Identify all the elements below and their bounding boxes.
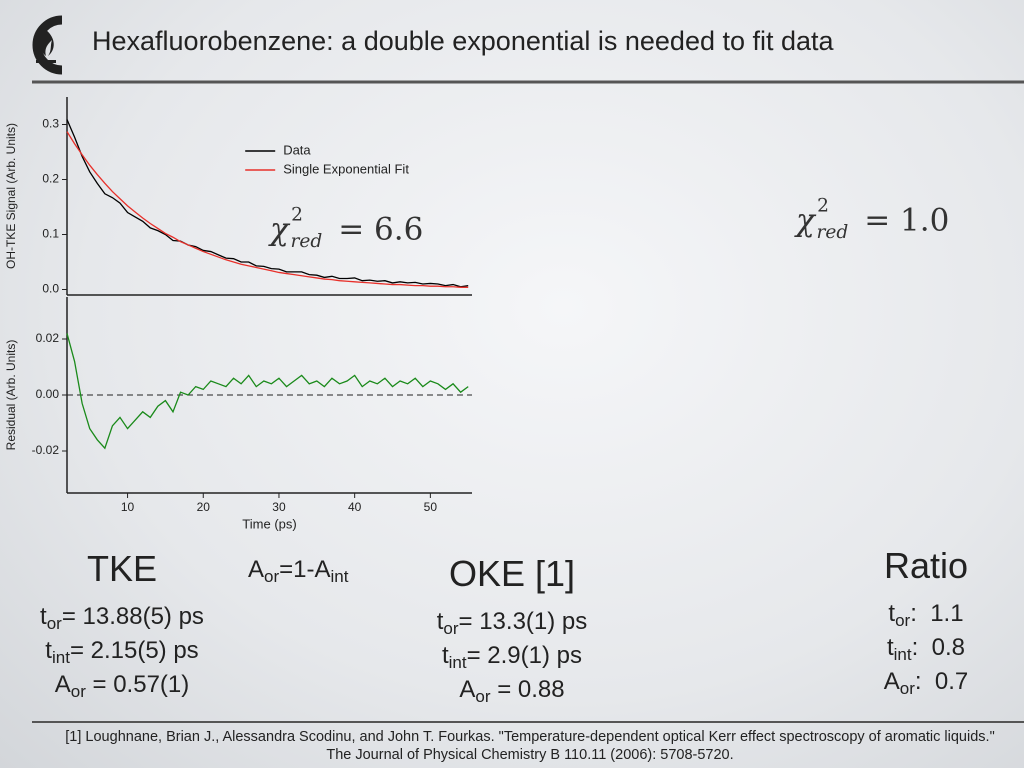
column-heading: Ratio	[883, 545, 969, 586]
y-tick-label: 0.2	[42, 172, 59, 186]
subscript: or	[46, 614, 62, 633]
subscript: int	[448, 653, 467, 672]
ratio-column: Ratio tor: 1.1 tint: 0.8 Aor: 0.7	[806, 545, 1024, 699]
logo	[32, 15, 63, 75]
text-part: : 0.7	[914, 668, 969, 695]
series-line	[66, 119, 469, 288]
text-part: = 0.57(1)	[85, 671, 190, 698]
subscript: or	[264, 567, 280, 586]
logo-flame	[40, 30, 54, 56]
chi-value: = 1.0	[864, 203, 949, 239]
x-tick-label: 50	[424, 500, 438, 514]
subscript: or	[70, 682, 86, 701]
subscript: or	[443, 619, 459, 638]
column-line: tor: 1.1	[806, 597, 1024, 631]
y-axis-label: Residual (Arb. Units)	[4, 340, 18, 451]
y-tick-label: 0.1	[42, 227, 59, 241]
text-part: t	[45, 637, 52, 664]
y-tick-label: 0.00	[36, 387, 60, 401]
x-axis-label: Time (ps)	[242, 516, 296, 531]
tke-column: TKE tor= 13.88(5) ps tint= 2.15(5) ps Aor =…	[2, 548, 242, 702]
text-part: t	[436, 608, 444, 635]
text-part: = 13.88(5) ps	[61, 603, 204, 630]
column-heading: OKE [1]	[448, 553, 576, 594]
chi-value: = 6.6	[338, 212, 423, 248]
text-part: t	[888, 600, 896, 627]
column-line: tint: 0.8	[806, 631, 1024, 665]
slide-title: Hexafluorobenzene: a double exponential …	[92, 26, 834, 56]
subscript: or	[895, 611, 911, 630]
y-tick-label: -0.02	[32, 443, 60, 457]
text-part: = 2.9(1) ps	[466, 642, 583, 669]
subscript: or	[475, 687, 491, 706]
y-axis-label: OH-TKE Signal (Arb. Units)	[4, 123, 18, 269]
text-part: t	[441, 642, 449, 669]
y-tick-label: 0.02	[36, 331, 60, 345]
chi-sub: red	[816, 222, 848, 243]
text-part: : 0.8	[911, 634, 965, 661]
logo-base	[36, 60, 56, 63]
chi-sup: 2	[291, 205, 303, 226]
column-line: tor= 13.88(5) ps	[2, 600, 242, 634]
column-line: tint= 2.9(1) ps	[392, 639, 632, 673]
legend-label: Data	[283, 142, 311, 157]
column-line: tor= 13.3(1) ps	[392, 605, 632, 639]
text-part: A	[883, 668, 900, 695]
text-part: A	[54, 671, 71, 698]
text-part: = 0.88	[490, 676, 565, 703]
x-tick-label: 40	[348, 500, 362, 514]
subscript: int	[893, 645, 912, 664]
subscript: or	[899, 679, 915, 698]
chi-sup: 2	[817, 196, 829, 217]
chi-symbol: χ	[794, 203, 817, 239]
column-line: Aor: 0.7	[806, 665, 1024, 699]
x-tick-label: 20	[197, 500, 211, 514]
column-line: Aor = 0.57(1)	[2, 668, 242, 702]
text-part: A	[459, 676, 476, 703]
series-line	[66, 333, 469, 450]
text-part: = 2.15(5) ps	[69, 637, 199, 664]
x-tick-label: 30	[272, 500, 286, 514]
legend-label: Single Exponential Fit	[283, 161, 409, 176]
footnote: [1] Loughnane, Brian J., Alessandra Scod…	[65, 729, 995, 763]
y-tick-label: 0.0	[42, 282, 59, 296]
column-heading: TKE	[86, 548, 157, 589]
column-line: Aor = 0.88	[392, 673, 632, 707]
text-part: =1-A	[279, 556, 331, 583]
column-line: tint= 2.15(5) ps	[2, 634, 242, 668]
chi-symbol: χ	[268, 212, 291, 248]
text-part: t	[40, 603, 47, 630]
text-part: : 1.1	[910, 600, 964, 627]
chi-sub: red	[290, 231, 322, 252]
oke-column: OKE [1] tor= 13.3(1) ps tint= 2.9(1) ps Aor…	[392, 553, 632, 707]
series-line	[66, 131, 469, 288]
relation: Aor=1-Aint	[248, 556, 349, 586]
subscript: int	[330, 567, 349, 586]
text-part: = 13.3(1) ps	[458, 608, 588, 635]
text-part: A	[248, 556, 265, 583]
x-tick-label: 10	[121, 500, 135, 514]
logo-c	[32, 15, 63, 75]
subscript: int	[51, 648, 70, 667]
text-part: t	[886, 634, 894, 661]
y-tick-label: 0.3	[42, 117, 59, 131]
